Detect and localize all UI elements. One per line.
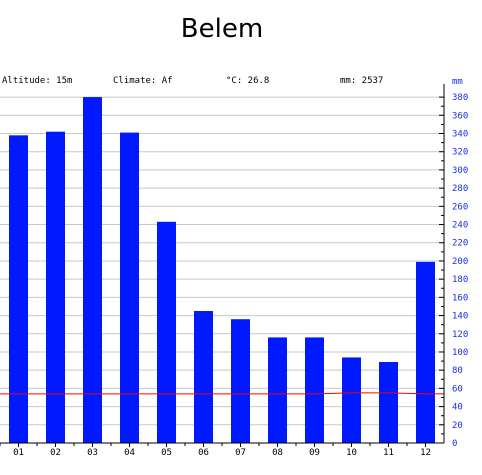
climate-label: Climate: Af xyxy=(113,76,173,86)
y-tick-label: 280 xyxy=(452,184,468,194)
y-tick-label: 360 xyxy=(452,111,468,121)
y-tick-label: 240 xyxy=(452,221,468,231)
y-tick-label: 200 xyxy=(452,257,468,267)
precipitation-bar xyxy=(120,132,139,443)
precipitation-bar xyxy=(157,221,176,443)
y-tick-label: 60 xyxy=(452,384,463,394)
chart-title: Belem xyxy=(180,14,264,44)
x-tick-label: 06 xyxy=(198,448,209,458)
x-tick-label: 04 xyxy=(124,448,135,458)
y-axis-unit: mm xyxy=(452,77,463,87)
y-tick-label: 180 xyxy=(452,275,468,285)
y-tick-label: 20 xyxy=(452,421,463,431)
temperature-line xyxy=(0,392,444,395)
y-tick-label: 100 xyxy=(452,348,468,358)
precipitation-bar xyxy=(194,311,213,443)
precipitation-bar xyxy=(46,131,65,443)
x-tick-label: 07 xyxy=(235,448,246,458)
x-tick-label: 12 xyxy=(420,448,431,458)
y-tick-label: 380 xyxy=(452,93,468,103)
x-tick-label: 08 xyxy=(272,448,283,458)
y-tick-label: 260 xyxy=(452,202,468,212)
precipitation-bar xyxy=(416,261,435,443)
x-tick-label: 10 xyxy=(346,448,357,458)
precipitation-bar xyxy=(231,319,250,443)
precipitation-bar xyxy=(268,337,287,443)
precipitation-bar xyxy=(379,361,398,443)
y-tick-label: 0 xyxy=(452,439,457,449)
y-tick-label: 120 xyxy=(452,330,468,340)
y-tick-label: 160 xyxy=(452,293,468,303)
x-tick-label: 05 xyxy=(161,448,172,458)
x-tick-label: 09 xyxy=(309,448,320,458)
y-tick-label: 220 xyxy=(452,239,468,249)
y-tick-label: 320 xyxy=(452,148,468,158)
y-tick-label: 40 xyxy=(452,403,463,413)
precipitation-label: mm: 2537 xyxy=(340,76,384,86)
precipitation-bar xyxy=(83,97,102,443)
x-tick-label: 11 xyxy=(383,448,394,458)
temperature-label: °C: 26.8 xyxy=(226,76,270,86)
precipitation-bar xyxy=(305,337,324,443)
altitude-label: Altitude: 15m xyxy=(2,76,73,86)
y-tick-label: 80 xyxy=(452,366,463,376)
precipitation-bar xyxy=(342,357,361,443)
y-tick-label: 300 xyxy=(452,166,468,176)
x-tick-label: 03 xyxy=(87,448,98,458)
x-tick-label: 01 xyxy=(13,448,24,458)
y-tick-label: 340 xyxy=(452,130,468,140)
x-tick-label: 02 xyxy=(50,448,61,458)
precipitation-bar xyxy=(9,135,28,444)
y-tick-label: 140 xyxy=(452,312,468,322)
